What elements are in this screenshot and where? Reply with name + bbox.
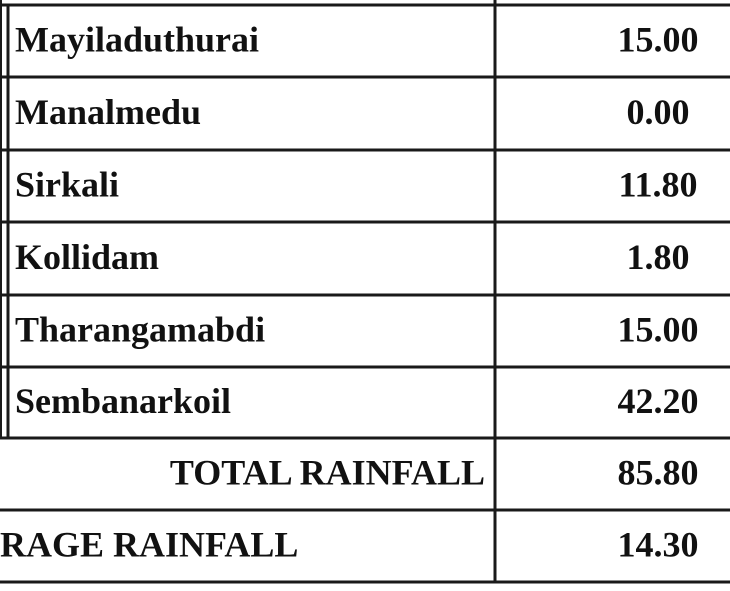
total-label: TOTAL RAINFALL (170, 452, 485, 492)
station-name: Sirkali (15, 164, 119, 204)
rainfall-value: 11.80 (618, 164, 697, 204)
rainfall-value: 1.80 (627, 237, 690, 277)
station-name: Manalmedu (15, 92, 201, 132)
average-label: RAGE RAINFALL (0, 524, 298, 564)
station-name: Mayiladuthurai (15, 19, 259, 59)
total-value: 85.80 (618, 452, 699, 492)
rainfall-value: 0.00 (627, 92, 690, 132)
average-value: 14.30 (618, 524, 699, 564)
station-name: Kollidam (15, 237, 159, 277)
rainfall-value: 42.20 (618, 381, 699, 421)
rainfall-value: 15.00 (618, 309, 699, 349)
station-name: Tharangamabdi (15, 309, 265, 349)
station-name: Sembanarkoil (15, 381, 231, 421)
rainfall-value: 15.00 (618, 19, 699, 59)
